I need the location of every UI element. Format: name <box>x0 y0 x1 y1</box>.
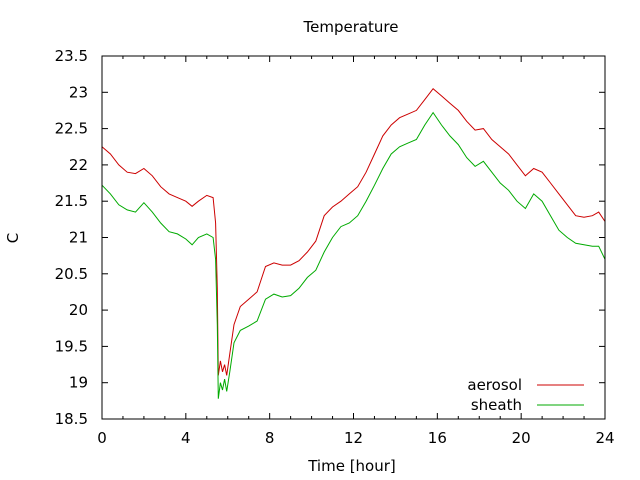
y-tick-label: 19.5 <box>55 337 88 355</box>
y-axis-label: C <box>4 233 22 243</box>
x-tick-label: 24 <box>595 429 614 447</box>
y-tick-label: 19 <box>69 374 88 392</box>
y-tick-label: 23.5 <box>55 47 88 65</box>
y-tick-label: 22.5 <box>55 120 88 138</box>
x-tick-label: 12 <box>344 429 363 447</box>
y-tick-label: 22 <box>69 156 88 174</box>
y-tick-label: 21 <box>69 229 88 247</box>
y-tick-label: 20 <box>69 301 88 319</box>
x-tick-label: 20 <box>512 429 531 447</box>
series-line-aerosol <box>101 87 606 376</box>
chart-title: Temperature <box>302 18 398 36</box>
x-tick-label: 16 <box>428 429 447 447</box>
ticks-group: 0 4 8 12 16 20 24 18.5 19 19.5 20 20.5 21 21.5 22 22.5 2… <box>55 47 615 447</box>
legend: aerosol sheath <box>467 376 584 414</box>
legend-label-sheath: sheath <box>471 396 522 414</box>
y-tick-label: 18.5 <box>55 410 88 428</box>
series-line-sheath <box>101 111 606 399</box>
y-tick-label: 23 <box>69 83 88 101</box>
x-tick-label: 0 <box>97 429 107 447</box>
x-tick-label: 4 <box>181 429 191 447</box>
x-axis-label: Time [hour] <box>307 457 396 475</box>
legend-label-aerosol: aerosol <box>467 376 522 394</box>
plot-frame <box>101 55 606 420</box>
series-group <box>101 87 606 399</box>
x-tick-label: 8 <box>265 429 275 447</box>
y-tick-label: 21.5 <box>55 192 88 210</box>
y-tick-label: 20.5 <box>55 265 88 283</box>
